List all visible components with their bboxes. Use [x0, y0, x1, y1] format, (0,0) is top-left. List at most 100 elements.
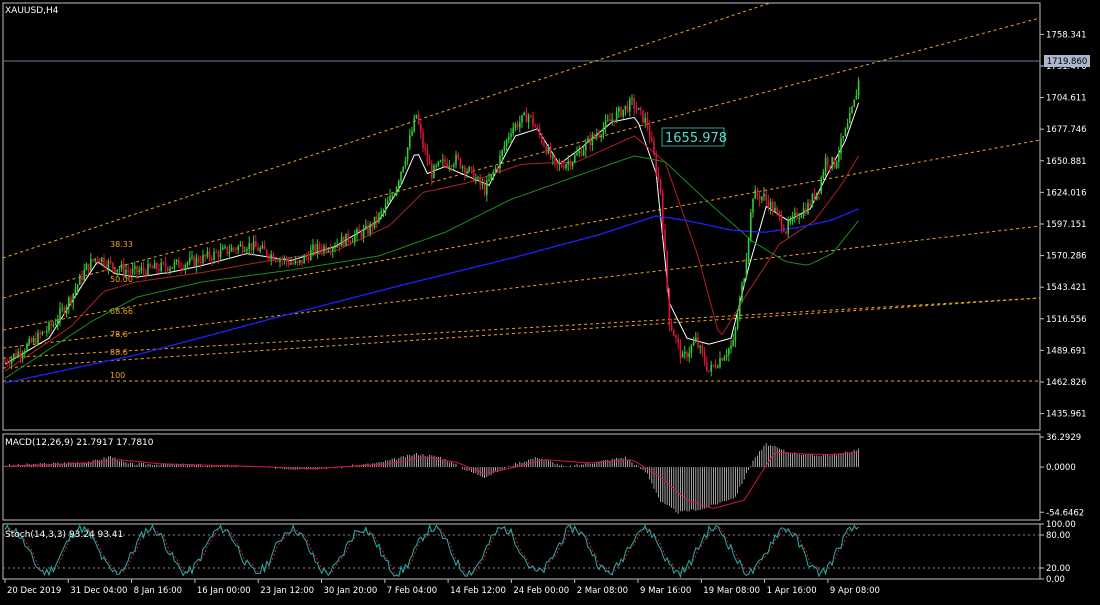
candle-body [417, 114, 420, 124]
candle-body [384, 204, 387, 211]
candle-body [448, 165, 451, 167]
candle-body [514, 123, 517, 129]
candle-body [829, 165, 831, 167]
candle-body [483, 184, 486, 195]
candle-body [626, 105, 629, 112]
candle-body [516, 123, 519, 128]
candle-body [101, 257, 103, 262]
candle-body [283, 257, 286, 260]
candle-body [787, 221, 789, 234]
candle-body [325, 246, 327, 252]
candle-body [299, 260, 301, 263]
candle-body [567, 161, 569, 165]
candle-body [290, 263, 292, 265]
candle-body [446, 163, 448, 167]
candle-body [855, 95, 858, 100]
candle-body [228, 251, 231, 254]
candle-body [818, 192, 820, 194]
candle-body [340, 236, 343, 247]
candle-body [580, 150, 583, 156]
candle-body [505, 139, 508, 147]
candle-body [708, 370, 710, 372]
candle-body [250, 243, 253, 250]
candle-body [314, 244, 316, 253]
candle-body [532, 115, 534, 126]
candle-body [642, 109, 644, 123]
candle-body [329, 250, 332, 252]
candle-body [838, 153, 840, 162]
candle-body [15, 353, 17, 358]
candle-body [109, 260, 112, 263]
candle-body [347, 233, 349, 242]
candle-body [741, 284, 743, 300]
candle-body [281, 259, 283, 261]
candle-body [521, 114, 523, 123]
candle-body [259, 248, 261, 252]
candle-body [622, 109, 624, 117]
candle-body [776, 207, 778, 212]
ma-line-green [4, 155, 859, 379]
candle-body [853, 99, 855, 107]
candle-body [87, 263, 90, 271]
candle-body [596, 134, 598, 137]
candle-body [272, 254, 275, 261]
fib-level-label: 78.6 [110, 330, 128, 339]
candle-body [758, 195, 761, 200]
candle-body [571, 162, 574, 167]
candle-body [391, 195, 393, 197]
candle-body [70, 297, 72, 303]
candle-body [798, 217, 800, 219]
candle-body [8, 363, 11, 365]
candle-body [257, 247, 259, 252]
candle-body [684, 352, 686, 354]
candle-body [411, 131, 413, 136]
candle-body [318, 244, 321, 250]
candle-body [373, 216, 376, 228]
candle-body [13, 353, 15, 359]
candle-body [846, 123, 849, 129]
candle-body [118, 268, 121, 270]
candle-body [706, 362, 708, 371]
candle-body [406, 147, 409, 161]
candle-body [778, 211, 781, 216]
candle-body [43, 331, 46, 333]
candle-body [204, 254, 206, 257]
candle-body [461, 166, 464, 168]
candle-body [497, 167, 499, 169]
candle-body [618, 107, 620, 112]
candle-body [844, 128, 847, 136]
candle-body [156, 263, 158, 270]
candle-body [554, 156, 556, 163]
candle-body [681, 353, 684, 358]
candle-body [666, 251, 668, 289]
candle-body [490, 174, 492, 180]
candle-body [162, 262, 165, 264]
candle-body [211, 258, 213, 260]
candle-body [745, 259, 748, 279]
fib-level-label: 50.00 [110, 275, 133, 284]
fibonacci-fan: 38.33 50.00 68.66 78.6 88.6 100 [2, 2, 1041, 382]
candle-body [800, 216, 803, 218]
candle-body [457, 154, 459, 159]
candle-body [677, 337, 679, 343]
candle-body [732, 340, 734, 346]
fib-line-4 [2, 297, 1041, 359]
candle-body [358, 229, 360, 232]
candle-body [536, 127, 539, 129]
candle-body [191, 256, 193, 258]
candle-body [719, 358, 721, 367]
candle-body [301, 260, 303, 264]
candle-body [697, 337, 699, 348]
candle-body [270, 254, 272, 259]
candle-body [345, 233, 347, 247]
macd-tick-label: 0.0000 [1046, 463, 1076, 473]
candle-body [39, 332, 41, 335]
candle-body [699, 345, 701, 348]
candle-body [129, 271, 132, 273]
candle-body [180, 267, 182, 269]
candle-body [442, 159, 444, 161]
candle-body [593, 134, 596, 137]
price-tick-label: 1650.881 [1046, 157, 1087, 167]
candle-body [362, 228, 365, 238]
